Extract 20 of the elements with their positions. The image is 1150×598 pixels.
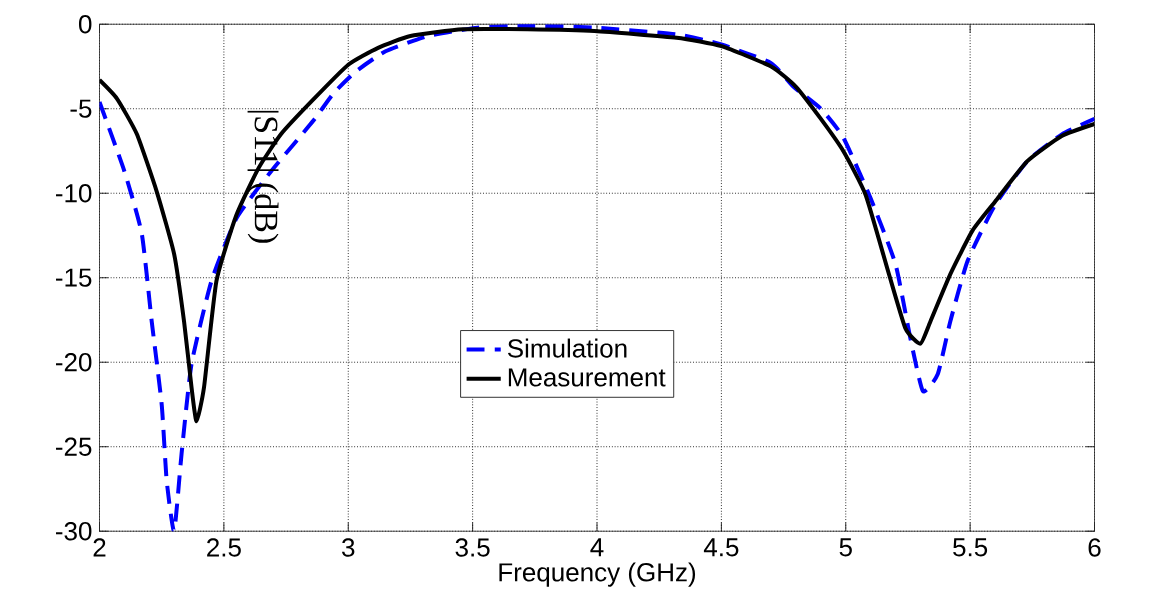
y-tick-label: -5: [70, 99, 92, 118]
x-tick-label: 6: [1088, 538, 1101, 557]
line-series: [99, 24, 1095, 532]
x-tick-label: 4.5: [703, 538, 739, 557]
legend-label: Simulation: [507, 338, 627, 358]
y-tick-label: -30: [56, 522, 92, 541]
x-axis-title: Frequency (GHz): [499, 562, 696, 587]
y-tick-label: -20: [56, 353, 92, 372]
y-tick-label: -25: [56, 437, 92, 456]
x-tick-label: 3.5: [455, 538, 490, 557]
y-tick-label: -15: [56, 268, 92, 287]
x-tick-label: 5: [839, 538, 852, 557]
x-tick-label: 5.5: [953, 538, 988, 557]
x-tick-label: 2: [93, 538, 106, 557]
y-tick-label: 0: [78, 15, 92, 34]
x-tick-label: 2.5: [207, 538, 241, 557]
x-tick-label: 4: [590, 538, 604, 557]
legend-label: Measurement: [508, 368, 666, 387]
x-tick-label: 3: [342, 538, 355, 557]
y-tick-label: -10: [56, 184, 92, 203]
